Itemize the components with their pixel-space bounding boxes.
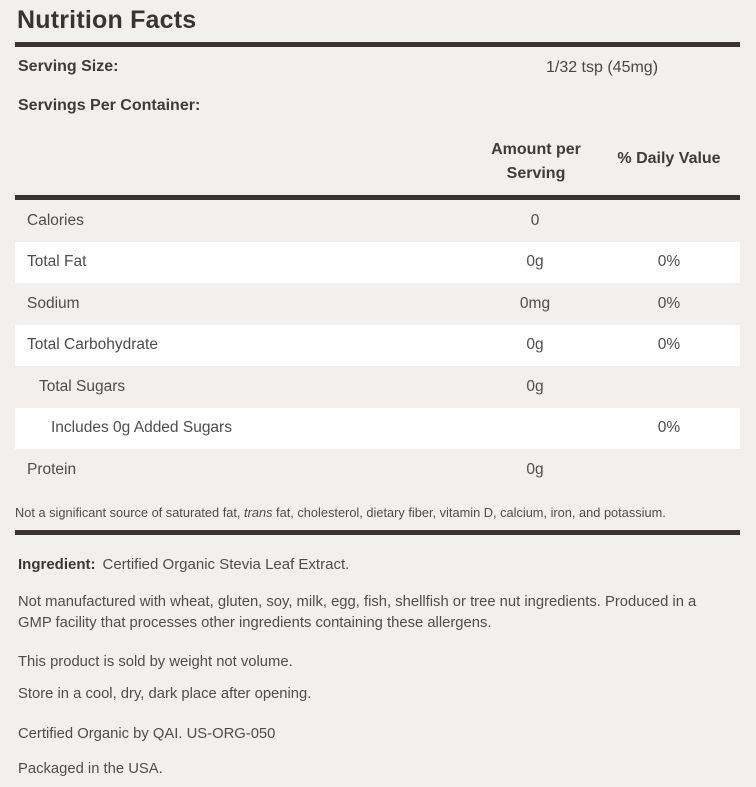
column-header-amount-line1: Amount per bbox=[491, 141, 581, 158]
divider-header bbox=[15, 195, 740, 200]
footnote-suffix: fat, cholesterol, dietary fiber, vitamin… bbox=[272, 505, 666, 520]
table-row-total-sugars: Total Sugars 0g bbox=[15, 366, 740, 408]
footnote-prefix: Not a significant source of saturated fa… bbox=[15, 505, 245, 520]
nutrient-name: Total Sugars bbox=[39, 377, 126, 395]
serving-size-value: 1/32 tsp (45mg) bbox=[545, 59, 659, 76]
nutrient-name: Calories bbox=[27, 211, 84, 229]
packaged-in-usa-paragraph: Packaged in the USA. bbox=[18, 761, 163, 777]
table-row-protein: Protein 0g bbox=[15, 449, 740, 491]
nutrient-daily-value: 0% bbox=[657, 294, 681, 312]
column-header-daily-value: % Daily Value bbox=[617, 150, 721, 167]
table-row-sodium: Sodium 0mg 0% bbox=[15, 283, 740, 325]
column-header-amount-per-serving: Amount per Serving bbox=[491, 138, 581, 186]
nutrient-daily-value: 0% bbox=[657, 253, 681, 271]
certified-organic-paragraph: Certified Organic by QAI. US-ORG-050 bbox=[18, 726, 276, 742]
nutrient-daily-value: 0% bbox=[657, 336, 681, 354]
nutrient-name: Protein bbox=[27, 460, 77, 478]
divider-top bbox=[15, 42, 740, 47]
sold-by-weight-paragraph: This product is sold by weight not volum… bbox=[18, 654, 293, 670]
nutrient-name: Includes 0g Added Sugars bbox=[51, 419, 232, 437]
nutrient-name: Total Fat bbox=[27, 253, 87, 271]
page-title: Nutrition Facts bbox=[17, 6, 197, 34]
footnote-italic-trans: trans bbox=[244, 505, 273, 520]
ingredient-value: Certified Organic Stevia Leaf Extract. bbox=[102, 556, 350, 573]
table-row-total-carbohydrate: Total Carbohydrate 0g 0% bbox=[15, 324, 740, 366]
nutrient-amount: 0g bbox=[526, 377, 544, 395]
ingredient-line: Ingredient: Certified Organic Stevia Leaf… bbox=[18, 556, 349, 573]
nutrient-amount: 0 bbox=[530, 211, 540, 229]
nutrient-amount: 0g bbox=[526, 253, 544, 271]
serving-size-label: Serving Size: bbox=[18, 58, 119, 75]
allergen-paragraph: Not manufactured with wheat, gluten, soy… bbox=[18, 594, 697, 631]
nutrient-name: Total Carbohydrate bbox=[27, 336, 158, 354]
table-row-calories: Calories 0 bbox=[15, 200, 740, 242]
servings-per-container-label: Servings Per Container: bbox=[18, 97, 201, 114]
column-header-amount-line2: Serving bbox=[506, 165, 566, 182]
nutrient-amount: 0mg bbox=[519, 294, 551, 312]
nutrient-daily-value: 0% bbox=[657, 419, 681, 437]
table-row-total-fat: Total Fat 0g 0% bbox=[15, 241, 740, 283]
nutrient-name: Sodium bbox=[27, 294, 80, 312]
nutrient-amount: 0g bbox=[526, 460, 544, 478]
ingredient-label: Ingredient: bbox=[18, 556, 96, 573]
table-row-added-sugars: Includes 0g Added Sugars 0% bbox=[15, 407, 740, 449]
divider-bottom bbox=[15, 530, 740, 535]
significant-source-footnote: Not a significant source of saturated fa… bbox=[15, 505, 755, 520]
nutrient-table: Calories 0 Total Fat 0g 0% Sodium 0mg 0%… bbox=[15, 200, 740, 491]
storage-paragraph: Store in a cool, dry, dark place after o… bbox=[18, 686, 312, 702]
nutrient-amount: 0g bbox=[526, 336, 544, 354]
